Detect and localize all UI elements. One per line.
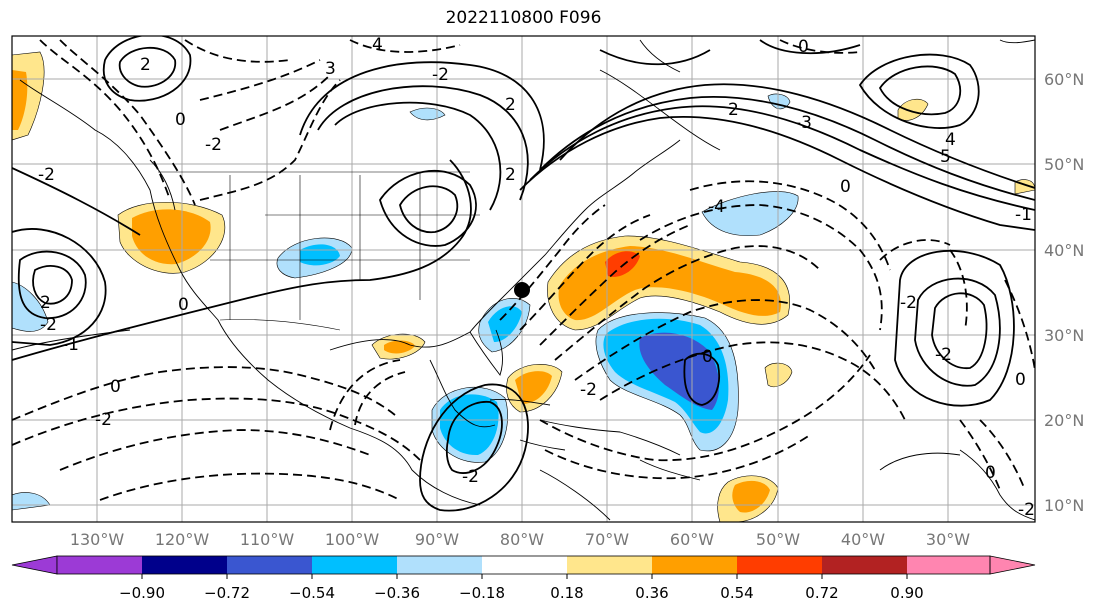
colorbar-tick-label: −0.18: [459, 584, 505, 602]
lon-label: 80°W: [500, 530, 544, 549]
lat-label: 10°N: [1044, 496, 1084, 515]
lat-label: 40°N: [1044, 241, 1084, 260]
colorbar-extend-low: [11, 555, 58, 575]
contour-labels: 2 4 3 -2 2 -2 0 5 -4 0 -1 2 -2 0 -2 0 -2…: [38, 35, 1035, 520]
political-borders: [158, 171, 480, 331]
colorbar-segment: [737, 556, 822, 574]
colorbar-tick-label: −0.90: [119, 584, 165, 602]
lon-label: 60°W: [670, 530, 714, 549]
contour-label: -2: [38, 165, 55, 185]
lon-label: 40°W: [841, 530, 885, 549]
longitude-labels: 130°W 120°W 110°W 100°W 90°W 80°W 70°W 6…: [70, 530, 970, 549]
lat-label: 60°N: [1044, 70, 1084, 89]
colorbar-tick-label: −0.54: [289, 584, 335, 602]
contour-label: 0: [175, 110, 186, 130]
lon-label: 130°W: [70, 530, 125, 549]
colorbar: −0.90 −0.72 −0.54 −0.36 −0.18 0.18 0.36 …: [11, 555, 1036, 602]
colorbar-extend-high: [989, 555, 1036, 575]
contour-label: 2: [728, 100, 739, 120]
contour-label: -2: [580, 380, 597, 400]
colorbar-segment: [652, 556, 737, 574]
contour-label: 0: [702, 347, 713, 367]
colorbar-segment: [397, 556, 482, 574]
contour-label: 0: [110, 377, 121, 397]
contour-label: -1: [1015, 205, 1032, 225]
contour-label: -2: [40, 315, 57, 335]
contour-label: -2: [900, 293, 917, 313]
contour-label: -2: [462, 467, 479, 487]
graticule: [12, 36, 1035, 522]
lat-label: 50°N: [1044, 155, 1084, 174]
contour-label: 0: [178, 295, 189, 315]
colorbar-segment: [312, 556, 397, 574]
colorbar-tick-label: 0.54: [720, 584, 753, 602]
contour-label: 2: [140, 55, 151, 75]
contour-label: 0: [1015, 370, 1026, 390]
contour-label: 0: [798, 37, 809, 57]
contour-label: 4: [945, 130, 956, 150]
map-title: 2022110800 F096: [445, 8, 602, 28]
contour-label: 2: [505, 95, 516, 115]
lon-label: 50°W: [756, 530, 800, 549]
colorbar-tick-label: 0.72: [805, 584, 838, 602]
colorbar-segment: [907, 556, 990, 574]
contours-dashed: [12, 39, 1035, 501]
coastlines: [19, 39, 1035, 521]
colorbar-tick-label: 0.18: [550, 584, 583, 602]
colorbar-tick-label: −0.72: [204, 584, 250, 602]
contour-label: 5: [940, 147, 951, 167]
lon-label: 90°W: [415, 530, 459, 549]
contour-label: -2: [1018, 500, 1035, 520]
contour-label: -2: [432, 65, 449, 85]
lon-label: 70°W: [585, 530, 629, 549]
colorbar-segment: [227, 556, 312, 574]
lat-label: 20°N: [1044, 411, 1084, 430]
colorbar-segment: [57, 556, 142, 574]
lon-label: 110°W: [240, 530, 295, 549]
colorbar-segment: [567, 556, 652, 574]
contour-label: 2: [40, 293, 51, 313]
colorbar-segment: [822, 556, 907, 574]
contour-label: 2: [505, 165, 516, 185]
storm-location-dot: [514, 282, 530, 298]
lon-label: 30°W: [926, 530, 970, 549]
colorbar-tick-label: −0.36: [374, 584, 420, 602]
contour-label: 0: [840, 177, 851, 197]
map-frame: [11, 35, 1036, 523]
latitude-labels: 60°N 50°N 40°N 30°N 20°N 10°N: [1044, 70, 1084, 515]
contour-label: -3: [795, 113, 812, 133]
contours-thin: [12, 329, 961, 471]
colorbar-segment: [142, 556, 227, 574]
contour-label: -2: [205, 135, 222, 155]
contour-label: -1: [62, 335, 79, 355]
shaded-anomalies: [12, 51, 1035, 522]
lon-label: 100°W: [325, 530, 380, 549]
contours-solid: [12, 36, 1035, 512]
contour-label: 3: [325, 59, 336, 79]
contour-label: -2: [935, 345, 952, 365]
contour-label: 0: [985, 463, 996, 483]
contour-label: 4: [372, 35, 383, 55]
colorbar-tick-label: 0.36: [635, 584, 668, 602]
lat-label: 30°N: [1044, 326, 1084, 345]
contour-label: -4: [708, 197, 725, 217]
colorbar-tick-label: 0.90: [890, 584, 923, 602]
colorbar-segment: [482, 556, 567, 574]
map-plot-area: 2 4 3 -2 2 -2 0 5 -4 0 -1 2 -2 0 -2 0 -2…: [12, 35, 1035, 522]
contour-label: -2: [95, 410, 112, 430]
lon-label: 120°W: [155, 530, 210, 549]
